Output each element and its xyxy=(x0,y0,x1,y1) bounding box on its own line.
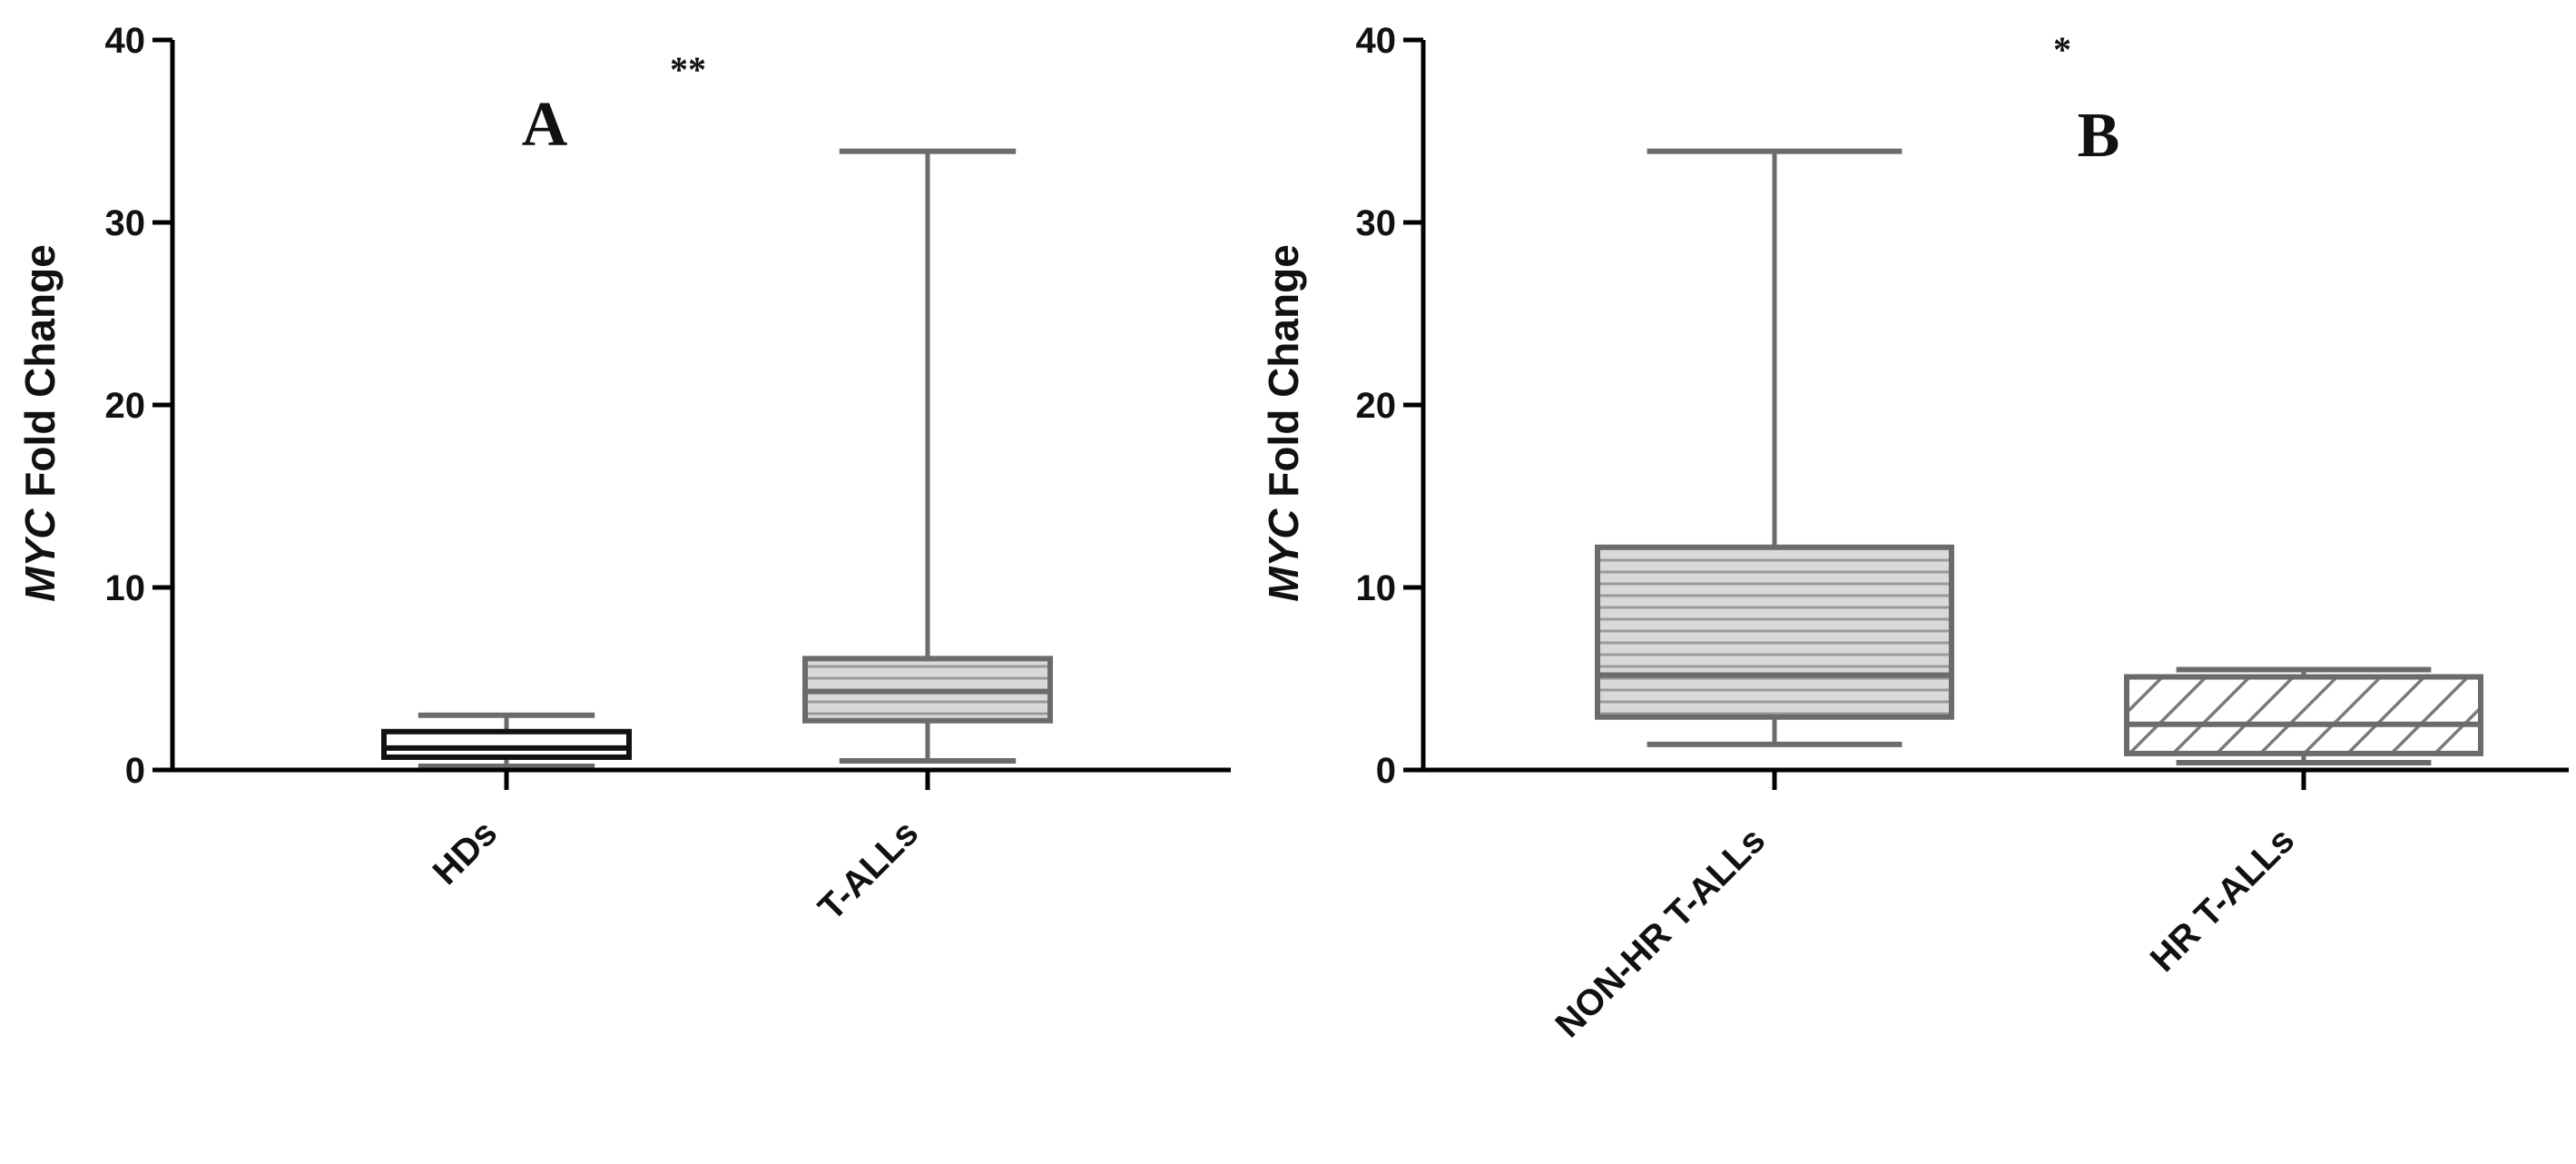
y-tick-label: 40 xyxy=(1356,21,1397,61)
y-tick-label: 30 xyxy=(105,203,146,243)
y-axis-label: MYC Fold Change xyxy=(1260,244,1307,602)
box-plot-first xyxy=(1595,148,1954,747)
y-tick-label: 10 xyxy=(1356,568,1397,608)
y-axis-label: MYC Fold Change xyxy=(16,244,64,602)
y-tick-label: 10 xyxy=(105,568,146,608)
box-plot-first xyxy=(381,712,632,769)
panel-b: MYC Fold Change 0 10 20 30 40 NON-HR T-ALLs H… xyxy=(1260,21,2569,1045)
significance-marker: ** xyxy=(670,49,706,90)
y-tick-label: 0 xyxy=(1376,751,1396,791)
box xyxy=(1595,544,1954,720)
panel-a: MYC Fold Change 0 10 20 30 40 HDs T-ALLs A ** xyxy=(16,21,1231,928)
y-tick-label: 40 xyxy=(105,21,146,61)
panel-label: A xyxy=(522,90,568,160)
box xyxy=(381,728,632,760)
x-tick-label: NON-HR T-ALLs xyxy=(1548,820,1773,1045)
x-tick-label: HDs xyxy=(426,813,506,893)
significance-marker: * xyxy=(2053,29,2071,70)
y-tick-label: 0 xyxy=(125,751,145,791)
y-tick-label: 30 xyxy=(1356,203,1397,243)
box-plot-second xyxy=(802,148,1053,764)
panel-label: B xyxy=(2078,101,2120,171)
x-tick-label: T-ALLs xyxy=(811,813,926,928)
y-tick-label: 20 xyxy=(1356,386,1397,426)
box xyxy=(2124,674,2483,756)
box-plot-second xyxy=(2124,666,2483,765)
y-tick-label: 20 xyxy=(105,386,146,426)
x-tick-label: HR T-ALLs xyxy=(2143,820,2303,980)
